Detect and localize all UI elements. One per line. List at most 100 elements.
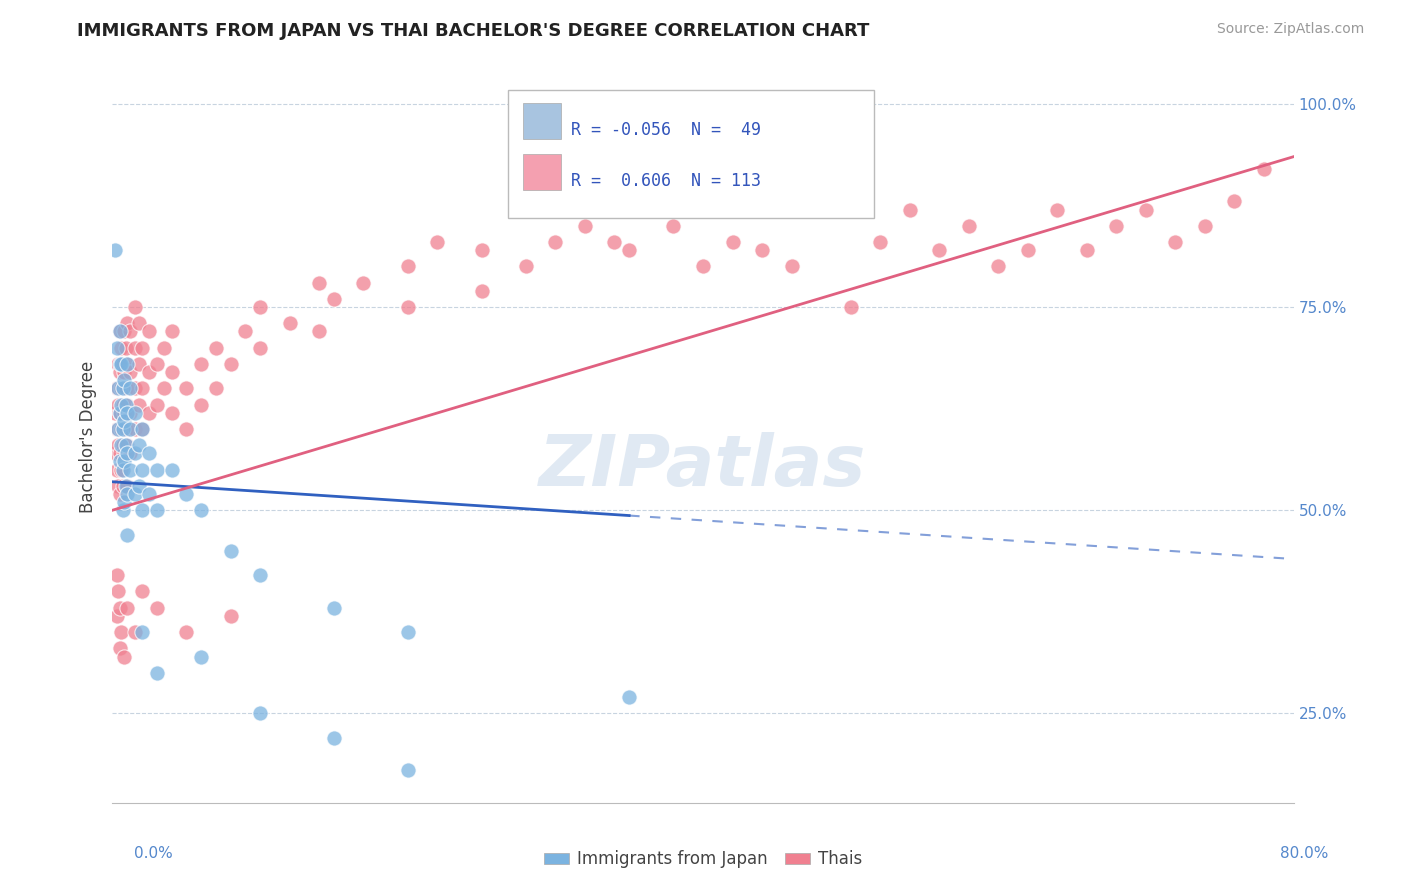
Point <box>174 422 197 436</box>
Point <box>131 381 153 395</box>
Point <box>233 325 256 339</box>
Point <box>146 600 169 615</box>
Point <box>1046 202 1069 217</box>
Point <box>107 357 129 371</box>
Point <box>117 446 138 460</box>
Point <box>396 764 419 778</box>
Point <box>117 357 138 371</box>
Point <box>124 406 146 420</box>
Point <box>110 438 132 452</box>
Text: Source: ZipAtlas.com: Source: ZipAtlas.com <box>1216 22 1364 37</box>
Point <box>396 625 419 640</box>
Point <box>124 422 146 436</box>
Point <box>470 284 494 298</box>
Point <box>515 260 537 274</box>
Point <box>124 300 146 314</box>
Point <box>124 487 146 501</box>
Point <box>160 462 183 476</box>
Legend: Immigrants from Japan, Thais: Immigrants from Japan, Thais <box>537 844 869 875</box>
Point <box>138 365 160 379</box>
Point <box>117 487 138 501</box>
Point <box>205 341 228 355</box>
Point <box>112 373 135 387</box>
Point <box>117 406 138 420</box>
Point <box>111 503 134 517</box>
Point <box>105 381 128 395</box>
Point <box>108 446 131 460</box>
Point <box>110 381 132 395</box>
Point <box>190 649 212 664</box>
Point <box>117 438 138 452</box>
Point <box>131 503 153 517</box>
Point <box>117 316 138 330</box>
Point <box>619 690 641 705</box>
Point <box>146 462 169 476</box>
Point <box>108 454 131 468</box>
Point <box>138 325 160 339</box>
Point <box>128 357 150 371</box>
Y-axis label: Bachelor's Degree: Bachelor's Degree <box>79 361 97 513</box>
Point <box>323 292 346 306</box>
Point <box>987 260 1010 274</box>
Point <box>108 325 131 339</box>
Point <box>308 325 330 339</box>
Point <box>110 462 132 476</box>
Point <box>898 202 921 217</box>
Point <box>1164 235 1187 249</box>
Point <box>110 357 132 371</box>
Point <box>104 446 127 460</box>
Point <box>107 422 129 436</box>
Point <box>131 341 153 355</box>
Point <box>1017 243 1039 257</box>
Point <box>619 243 641 257</box>
Point <box>105 462 128 476</box>
Point <box>107 381 129 395</box>
Point <box>160 406 183 420</box>
Point <box>117 479 138 493</box>
Point <box>323 600 346 615</box>
Point <box>114 381 136 395</box>
Point <box>124 341 146 355</box>
Point <box>117 527 138 541</box>
Text: IMMIGRANTS FROM JAPAN VS THAI BACHELOR'S DEGREE CORRELATION CHART: IMMIGRANTS FROM JAPAN VS THAI BACHELOR'S… <box>77 22 870 40</box>
Point <box>114 438 136 452</box>
Point <box>120 381 142 395</box>
Point <box>205 381 228 395</box>
Point <box>396 300 419 314</box>
Point <box>190 398 212 412</box>
Point <box>219 544 242 558</box>
Point <box>107 584 129 599</box>
Point <box>108 600 131 615</box>
Point <box>107 479 129 493</box>
Point <box>574 219 596 233</box>
Text: ZIPatlas: ZIPatlas <box>540 432 866 500</box>
Point <box>105 608 128 623</box>
Point <box>117 398 138 412</box>
Point <box>120 462 142 476</box>
Point <box>112 446 135 460</box>
Point <box>131 422 153 436</box>
Point <box>114 398 136 412</box>
Point <box>128 398 150 412</box>
Text: R =  0.606  N = 113: R = 0.606 N = 113 <box>571 172 761 190</box>
Point <box>190 503 212 517</box>
Point <box>128 438 150 452</box>
Point <box>146 398 169 412</box>
Point <box>110 398 132 412</box>
Point <box>249 300 271 314</box>
Point <box>111 438 134 452</box>
Point <box>112 414 135 428</box>
Point <box>124 381 146 395</box>
Point <box>108 325 131 339</box>
Point <box>108 365 131 379</box>
Point <box>308 276 330 290</box>
Point <box>174 487 197 501</box>
Point <box>110 341 132 355</box>
Point <box>124 446 146 460</box>
Point <box>110 422 132 436</box>
Point <box>120 406 142 420</box>
Point <box>112 325 135 339</box>
Point <box>112 365 135 379</box>
Point <box>190 357 212 371</box>
Point <box>105 568 128 582</box>
